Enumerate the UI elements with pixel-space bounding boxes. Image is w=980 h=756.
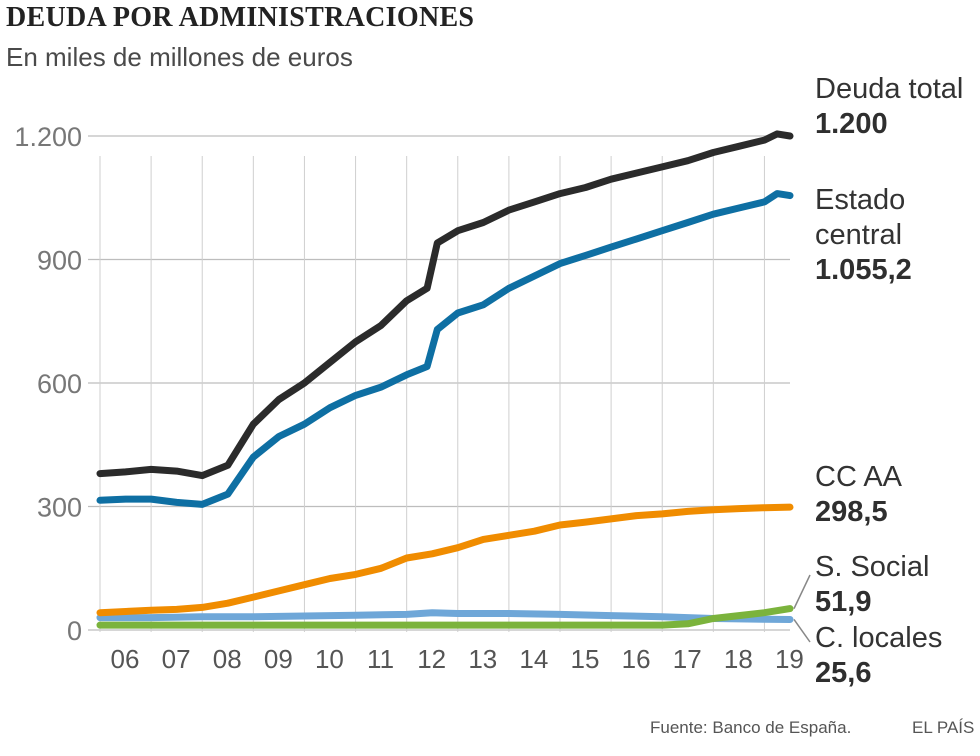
- x-axis: 06 07 08 09 10 11 12 13 14 15 16 17 18 19: [111, 644, 804, 674]
- label-estado-central: Estado central 1.055,2: [815, 183, 912, 288]
- x-tick-label: 19: [775, 644, 804, 674]
- y-tick-label: 900: [37, 246, 82, 276]
- x-tick-label: 10: [315, 644, 344, 674]
- x-tick-label: 15: [571, 644, 600, 674]
- brand-mark: EL PAÍS: [912, 718, 975, 737]
- label-estado-central-value: 1.055,2: [815, 254, 912, 286]
- y-tick-label: 0: [67, 616, 82, 646]
- label-c-locales-name: C. locales: [815, 622, 943, 654]
- leader-line-c-locales: [793, 619, 811, 643]
- series-line-ssocial: [96, 605, 794, 629]
- x-tick-label: 13: [468, 644, 497, 674]
- x-tick-label: 11: [367, 644, 394, 674]
- x-tick-label: 06: [111, 644, 140, 674]
- series-line-estado: [96, 190, 794, 508]
- label-ccaa: CC AA 298,5: [815, 460, 902, 530]
- x-tick-label: 16: [622, 644, 651, 674]
- label-deuda-total: Deuda total 1.200: [815, 72, 963, 142]
- label-deuda-total-value: 1.200: [815, 108, 888, 140]
- label-estado-central-name2: central: [815, 219, 903, 251]
- y-tick-label: 600: [37, 369, 82, 399]
- series-line-locales: [96, 609, 794, 623]
- label-c-locales: C. locales 25,6: [815, 621, 942, 691]
- x-tick-label: 08: [213, 644, 242, 674]
- series-layer: [96, 130, 794, 629]
- y-tick-label: 300: [37, 493, 82, 523]
- grid-layer: [88, 135, 790, 632]
- label-s-social-name: S. Social: [815, 551, 930, 583]
- x-tick-label: 14: [519, 644, 548, 674]
- series-line-ccaa: [96, 503, 794, 617]
- label-c-locales-value: 25,6: [815, 657, 872, 689]
- y-axis: 0 300 600 900 1.200: [14, 122, 82, 646]
- series-line-total: [96, 130, 794, 480]
- label-deuda-total-name: Deuda total: [815, 73, 964, 105]
- chart-subtitle: En miles de millones de euros: [6, 42, 353, 72]
- x-tick-label: 12: [417, 644, 446, 674]
- label-ccaa-value: 298,5: [815, 496, 888, 528]
- label-estado-central-name1: Estado: [815, 184, 906, 216]
- x-tick-label: 18: [724, 644, 753, 674]
- label-ccaa-name: CC AA: [815, 461, 903, 493]
- leader-line-s-social: [793, 574, 811, 609]
- x-tick-label: 17: [673, 644, 702, 674]
- label-s-social-value: 51,9: [815, 586, 872, 618]
- label-s-social: S. Social 51,9: [815, 550, 929, 620]
- leader-lines: [793, 574, 811, 643]
- source-note: Fuente: Banco de España.: [650, 718, 852, 737]
- y-tick-label: 1.200: [14, 122, 82, 152]
- x-tick-label: 07: [162, 644, 191, 674]
- chart-title: DEUDA POR ADMINISTRACIONES: [6, 2, 475, 33]
- x-tick-label: 09: [264, 644, 293, 674]
